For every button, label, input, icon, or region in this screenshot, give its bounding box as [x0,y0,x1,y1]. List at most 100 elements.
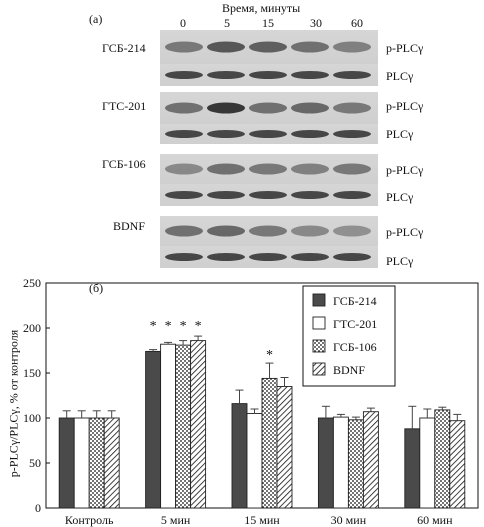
legend-entry: ГТС-201 [333,317,377,331]
bar [419,417,436,509]
y-tick-label: 100 [23,411,41,425]
time-label-15: 15 [262,16,274,30]
significance-mark: * [180,319,187,334]
bar [246,413,263,509]
row-label-p-plc-1: p-PLCγ [386,41,424,55]
blot-band [207,71,245,79]
blot-band [165,191,203,199]
bar [434,409,451,509]
legend-swatch [312,293,326,307]
time-label-0: 0 [180,16,186,30]
time-axis-title: Время, минуты [222,1,301,15]
y-tick-label: 250 [23,276,41,290]
bar [347,419,364,509]
bar [175,344,192,509]
legend-swatch [312,362,326,376]
blot-band [207,225,245,237]
bar [145,350,162,509]
bar [160,343,177,509]
y-tick-label: 150 [23,366,41,380]
blot-band [333,163,371,175]
bar [73,417,90,509]
legend-swatch [312,339,326,353]
blot-band [291,71,329,79]
blot-band [249,71,287,79]
y-tick-label: 50 [29,456,41,470]
blot-band [165,253,203,261]
significance-mark: * [266,348,273,363]
panel-b-label: (б) [89,281,104,295]
row-label-plc-4: PLCγ [386,254,414,268]
blot-band [333,41,371,53]
x-tick-label: 15 мин [244,513,280,527]
significance-mark: * [165,319,172,334]
x-tick-label: Контроль [65,513,114,527]
blot-band [165,71,203,79]
blot-band [333,102,371,114]
x-tick-label: 30 мин [331,513,367,527]
row-label-plc-3: PLCγ [386,190,414,204]
row-label-plc-2: PLCγ [386,127,414,141]
significance-mark: * [195,319,202,334]
x-tick-label: 5 мин [161,513,191,527]
blot-band [333,225,371,237]
blot-band [291,41,329,53]
western-blot-panel [160,30,378,268]
bar [231,403,248,509]
blot-band [165,163,203,175]
blot-band [165,41,203,53]
blot-band [249,191,287,199]
y-tick-label: 0 [35,501,41,515]
blot-group-label-2: ГТС-201 [102,99,147,113]
legend-entry: ГСБ-106 [333,340,377,354]
blot-group-label-1: ГСБ-214 [102,41,146,55]
row-label-p-plc-3: p-PLCγ [386,163,424,177]
legend-swatch [312,316,326,330]
blot-group-label-4: BDNF [113,219,146,233]
blot-band [333,130,371,138]
row-label-p-plc-4: p-PLCγ [386,225,424,239]
blot-band [165,130,203,138]
blot-band [291,163,329,175]
panel-a-label: (а) [89,12,103,26]
blot-band [291,102,329,114]
blot-band [249,41,287,53]
blot-band [249,163,287,175]
y-tick-label: 200 [23,321,41,335]
row-label-p-plc-2: p-PLCγ [386,99,424,113]
time-label-5: 5 [224,16,230,30]
blot-band [291,130,329,138]
blot-band [207,130,245,138]
blot-band [291,191,329,199]
blot-band [165,102,203,114]
blot-band [333,191,371,199]
blot-band [249,253,287,261]
blot-band [207,163,245,175]
legend-entry: ГСБ-214 [333,294,377,308]
bar [449,420,466,509]
bar [261,377,278,509]
blot-group-label-3: ГСБ-106 [102,157,146,171]
blot-band [207,253,245,261]
bar [317,417,334,509]
blot-band [249,130,287,138]
bar [332,416,349,509]
blot-band [333,253,371,261]
time-label-30: 30 [310,16,322,30]
bar [276,386,293,509]
bar [362,411,379,509]
blot-band [291,253,329,261]
blot-band [165,225,203,237]
blot-band [207,102,245,114]
significance-mark: * [150,319,157,334]
blot-band [249,102,287,114]
bar [404,428,421,509]
x-tick-label: 60 мин [417,513,453,527]
blot-band [333,71,371,79]
bar [103,417,120,509]
time-label-60: 60 [351,16,363,30]
blot-band [207,41,245,53]
legend-entry: BDNF [333,363,365,377]
y-axis-label: p-PLCγ/PLCγ, % от контроля [6,329,21,478]
